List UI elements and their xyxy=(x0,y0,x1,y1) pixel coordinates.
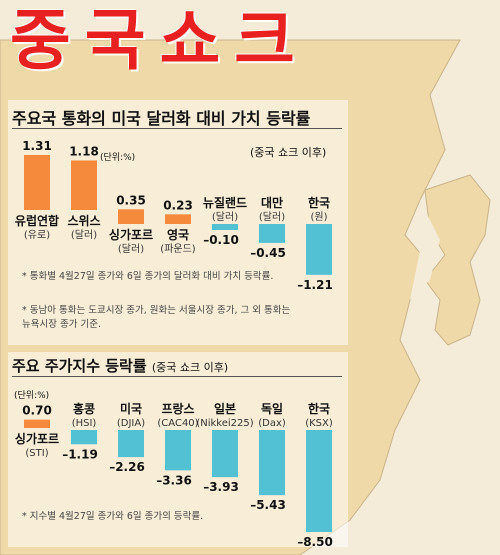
currency-sublabel-0: (유로) xyxy=(24,229,50,241)
stock-value-label-0: 0.70 xyxy=(22,404,52,418)
stock-note: * 지수별 4월27일 종가와 6일 종가의 등락률. xyxy=(22,511,204,522)
stock-bar-3 xyxy=(165,430,191,471)
currency-sublabel-5: (달러) xyxy=(259,211,285,223)
currency-unit-label: (단위:%) xyxy=(100,152,135,163)
stock-chart-subtitle: (중국 쇼크 이후) xyxy=(151,361,229,374)
stock-category-label-4: 일본 xyxy=(214,402,236,416)
currency-category-label-3: 영국 xyxy=(167,227,189,242)
currency-value-label-0: 1.31 xyxy=(22,139,52,153)
stock-category-label-0: 싱가포르 xyxy=(15,431,59,446)
currency-category-label-5: 대만 xyxy=(261,195,283,210)
stock-bar-1 xyxy=(71,430,97,445)
stock-sublabel-2: (DJIA) xyxy=(117,418,145,429)
currency-note-1: * 통화별 4월27일 종가와 6일 종가의 달러화 대비 가치 등락률. xyxy=(22,271,274,282)
currency-bar-1 xyxy=(71,160,97,210)
currency-value-label-5: –0.45 xyxy=(250,246,286,260)
currency-sublabel-4: (달러) xyxy=(212,211,238,223)
currency-bar-6 xyxy=(306,224,332,275)
stock-value-label-2: –2.26 xyxy=(109,460,145,474)
stock-unit-label: (단위:%) xyxy=(14,390,49,401)
stock-category-label-1: 홍콩 xyxy=(73,401,95,416)
stock-bar-6 xyxy=(306,430,332,532)
stock-value-label-3: –3.36 xyxy=(156,473,192,487)
stock-category-label-6: 한국 xyxy=(308,401,330,416)
stock-sublabel-1: (HSI) xyxy=(72,418,97,429)
stock-value-label-6: –8.50 xyxy=(297,535,333,549)
currency-bar-4 xyxy=(212,224,238,230)
stock-bar-4 xyxy=(212,430,238,478)
currency-category-label-2: 싱가포르 xyxy=(109,227,153,242)
stock-sublabel-4: (Nikkei225) xyxy=(196,418,253,429)
currency-value-label-6: –1.21 xyxy=(297,278,333,292)
stock-chart-title-text: 주요 주가지수 등락률 xyxy=(12,357,147,375)
currency-sublabel-2: (달러) xyxy=(118,243,144,255)
currency-bar-3 xyxy=(165,214,191,224)
stock-category-label-2: 미국 xyxy=(120,401,142,416)
korean-peninsula xyxy=(424,174,491,346)
currency-category-label-4: 뉴질랜드 xyxy=(203,195,247,210)
stock-bar-5 xyxy=(259,430,285,496)
currency-category-label-1: 스위스 xyxy=(67,214,100,228)
currency-note-2: * 동남아 통화는 도쿄시장 종가, 원화는 서울시장 종가, 그 외 통화는 … xyxy=(22,305,291,330)
stock-sublabel-6: (KSX) xyxy=(305,418,333,429)
stock-bar-0 xyxy=(24,419,50,428)
stock-value-label-1: –1.19 xyxy=(62,447,98,461)
currency-sublabel-6: (원) xyxy=(310,211,327,223)
currency-value-label-4: –0.10 xyxy=(203,233,239,247)
stock-value-label-4: –3.93 xyxy=(203,480,239,494)
stock-sublabel-5: (Dax) xyxy=(258,418,286,429)
title-underline-2 xyxy=(12,376,342,377)
stock-bar-2 xyxy=(118,430,144,458)
currency-value-label-1: 1.18 xyxy=(69,144,99,158)
currency-bar-0 xyxy=(24,154,50,210)
currency-sublabel-1: (달러) xyxy=(71,229,97,241)
currency-category-label-6: 한국 xyxy=(308,195,330,210)
stock-category-label-3: 프랑스 xyxy=(161,402,194,416)
currency-bar-5 xyxy=(259,224,285,243)
yellow-sea xyxy=(410,200,440,300)
currency-chart-subtitle: (중국 쇼크 이후) xyxy=(250,146,327,159)
stock-category-label-5: 독일 xyxy=(261,402,283,416)
currency-bar-2 xyxy=(118,209,144,224)
stock-sublabel-3: (CAC40) xyxy=(157,418,198,429)
stock-value-label-5: –5.43 xyxy=(250,498,286,512)
stock-chart-title: 주요 주가지수 등락률 (중국 쇼크 이후) xyxy=(12,355,228,376)
currency-category-label-0: 유럽연합 xyxy=(15,213,59,228)
currency-value-label-3: 0.23 xyxy=(163,198,193,212)
currency-value-label-2: 0.35 xyxy=(116,193,146,207)
currency-sublabel-3: (파운드) xyxy=(160,243,196,255)
currency-chart-title: 주요국 통화의 미국 달러화 대비 가치 등락률 xyxy=(12,109,311,128)
stock-sublabel-0: (STI) xyxy=(25,448,48,459)
headline: 중국쇼크 xyxy=(10,2,309,79)
title-underline xyxy=(12,128,342,129)
